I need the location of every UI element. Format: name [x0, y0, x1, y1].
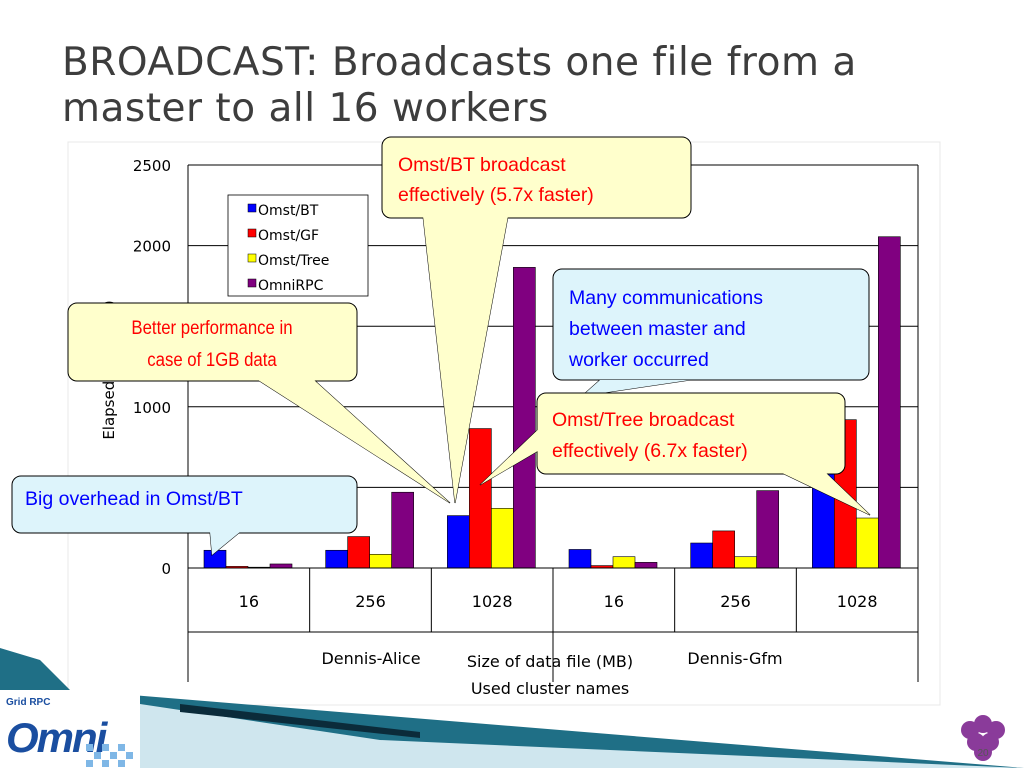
x-tick-label-3: 16 — [604, 592, 624, 611]
bottom-swoosh-line — [180, 704, 420, 738]
bar-omsttree-5 — [856, 517, 879, 569]
y-tick-labels: 0 1000 2000 2500 — [133, 157, 171, 578]
decor: Grid RPC Omni 20 — [0, 648, 1024, 768]
callout-bt-broadcast: Omst/BT broadcast effectively (5.7x faste… — [381, 136, 692, 504]
logo-wordmark: Omni — [6, 714, 109, 761]
callout-text-bt-broadcast-1: effectively (5.7x faster) — [398, 184, 594, 206]
callout-box-many-comm — [552, 268, 870, 381]
callout-tail-fill-many-comm-0 — [582, 380, 690, 396]
callout-tree-broadcast: Omst/Tree broadcast effectively (6.7x fas… — [479, 392, 871, 516]
legend-label-2: Omst/Tree — [258, 253, 329, 269]
x-tick-label-2: 1028 — [472, 592, 513, 611]
y-tick-label-1000: 1000 — [133, 399, 171, 417]
logo-caption: Grid RPC — [6, 697, 50, 708]
legend-label-0: Omst/BT — [258, 203, 319, 219]
callouts: Omst/BT broadcast effectively (5.7x faste… — [11, 136, 871, 556]
legend-swatch-3 — [247, 278, 257, 288]
x-tick-label-1: 256 — [355, 592, 386, 611]
legend-swatch-0 — [247, 203, 257, 213]
callout-tail-fill-big-overhead-0 — [210, 532, 240, 555]
callout-better-perf: Better performance in case of 1GB data — [67, 302, 451, 504]
callout-tail-fill-bt-broadcast-0 — [423, 216, 508, 503]
callout-box-bt-broadcast — [381, 136, 692, 219]
logo-check-0-4 — [118, 744, 125, 751]
bar-omnirpc-0 — [269, 563, 293, 569]
bar-omsttree-3 — [612, 556, 636, 569]
logo-check-1-5 — [126, 752, 133, 759]
callout-big-overhead: Big overhead in Omst/BT — [11, 475, 358, 556]
bar-omstbt-2 — [447, 515, 470, 569]
x-tick-label-4: 256 — [720, 592, 751, 611]
callout-text-many-comm-0: Many communications — [569, 287, 763, 309]
legend: Omst/BT Omst/GF Omst/Tree OmniRPC — [227, 194, 369, 297]
callout-text-many-comm-2: worker occurred — [568, 349, 709, 371]
bar-omnirpc-2 — [513, 267, 536, 569]
legend-swatch-2 — [247, 253, 257, 263]
bar-omstbt-3 — [568, 549, 592, 569]
bar-omstgf-1 — [347, 536, 370, 569]
x-axis-label-secondary: Used cluster names — [471, 679, 629, 698]
legend-label-3: OmniRPC — [258, 278, 324, 294]
callout-tail-fill-better-perf-0 — [258, 380, 450, 503]
logo-check-1-3 — [110, 752, 117, 759]
y-tick-label-2500: 2500 — [133, 157, 171, 175]
group-label-1: Dennis-Gfm — [687, 649, 782, 668]
bar-omnirpc-1 — [391, 491, 414, 569]
group-label-0: Dennis-Alice — [321, 649, 420, 668]
y-tick-label-0: 0 — [161, 560, 171, 578]
logo-check-0-2 — [102, 744, 109, 751]
bar-omnirpc-4 — [756, 490, 779, 569]
slide-title: BROADCAST: Broadcasts one file from a ma… — [62, 40, 857, 131]
logo-check-2-0 — [86, 760, 93, 767]
x-category-table: 16 256 1028 16 256 1028 Dennis-Alice Dennis-Gfm — [188, 568, 918, 682]
paulownia-crest-icon — [961, 715, 1005, 761]
callout-text-tree-broadcast-1: effectively (6.7x faster) — [552, 440, 748, 462]
bar-omstbt-1 — [325, 549, 348, 569]
x-tick-label-5: 1028 — [837, 592, 878, 611]
callout-text-tree-broadcast-0: Omst/Tree broadcast — [552, 409, 735, 431]
bar-omsttree-2 — [491, 508, 514, 569]
bar-omsttree-1 — [369, 553, 392, 569]
callout-tail-fill-tree-broadcast-1 — [780, 472, 870, 515]
page-number: 20 — [977, 748, 989, 759]
y-tick-label-2000: 2000 — [133, 238, 171, 256]
bottom-swoosh-light — [140, 704, 1024, 768]
bar-omsttree-4 — [734, 556, 757, 569]
legend-swatch-1 — [247, 228, 257, 238]
logo-check-2-4 — [118, 760, 125, 767]
x-tick-label-0: 16 — [239, 592, 259, 611]
logo-check-1-1 — [94, 752, 101, 759]
callout-box-big-overhead — [11, 475, 358, 534]
bar-omnirpc-3 — [634, 562, 658, 569]
callout-text-bt-broadcast-0: Omst/BT broadcast — [398, 154, 566, 176]
callout-text-better-perf-0: Better performance in — [131, 317, 292, 338]
logo-check-2-2 — [102, 760, 109, 767]
bar-omstgf-2 — [469, 428, 492, 569]
callout-many-comm: Many communications between master and wor… — [552, 268, 870, 397]
x-axis-label: Size of data file (MB) — [467, 652, 633, 671]
bar-omnirpc-5 — [878, 236, 901, 569]
callout-text-big-overhead-0: Big overhead in Omst/BT — [25, 488, 243, 510]
crest-leaf-5 — [974, 743, 992, 761]
callout-text-many-comm-1: between master and — [569, 318, 746, 340]
bar-omstbt-4 — [690, 542, 713, 569]
legend-label-1: Omst/GF — [258, 228, 319, 244]
bar-omstgf-4 — [712, 530, 735, 569]
callout-tail-fill-tree-broadcast-0 — [480, 420, 548, 485]
callout-text-better-perf-1: case of 1GB data — [147, 349, 277, 370]
callout-box-better-perf — [67, 302, 358, 382]
logo-check-0-0 — [86, 744, 93, 751]
